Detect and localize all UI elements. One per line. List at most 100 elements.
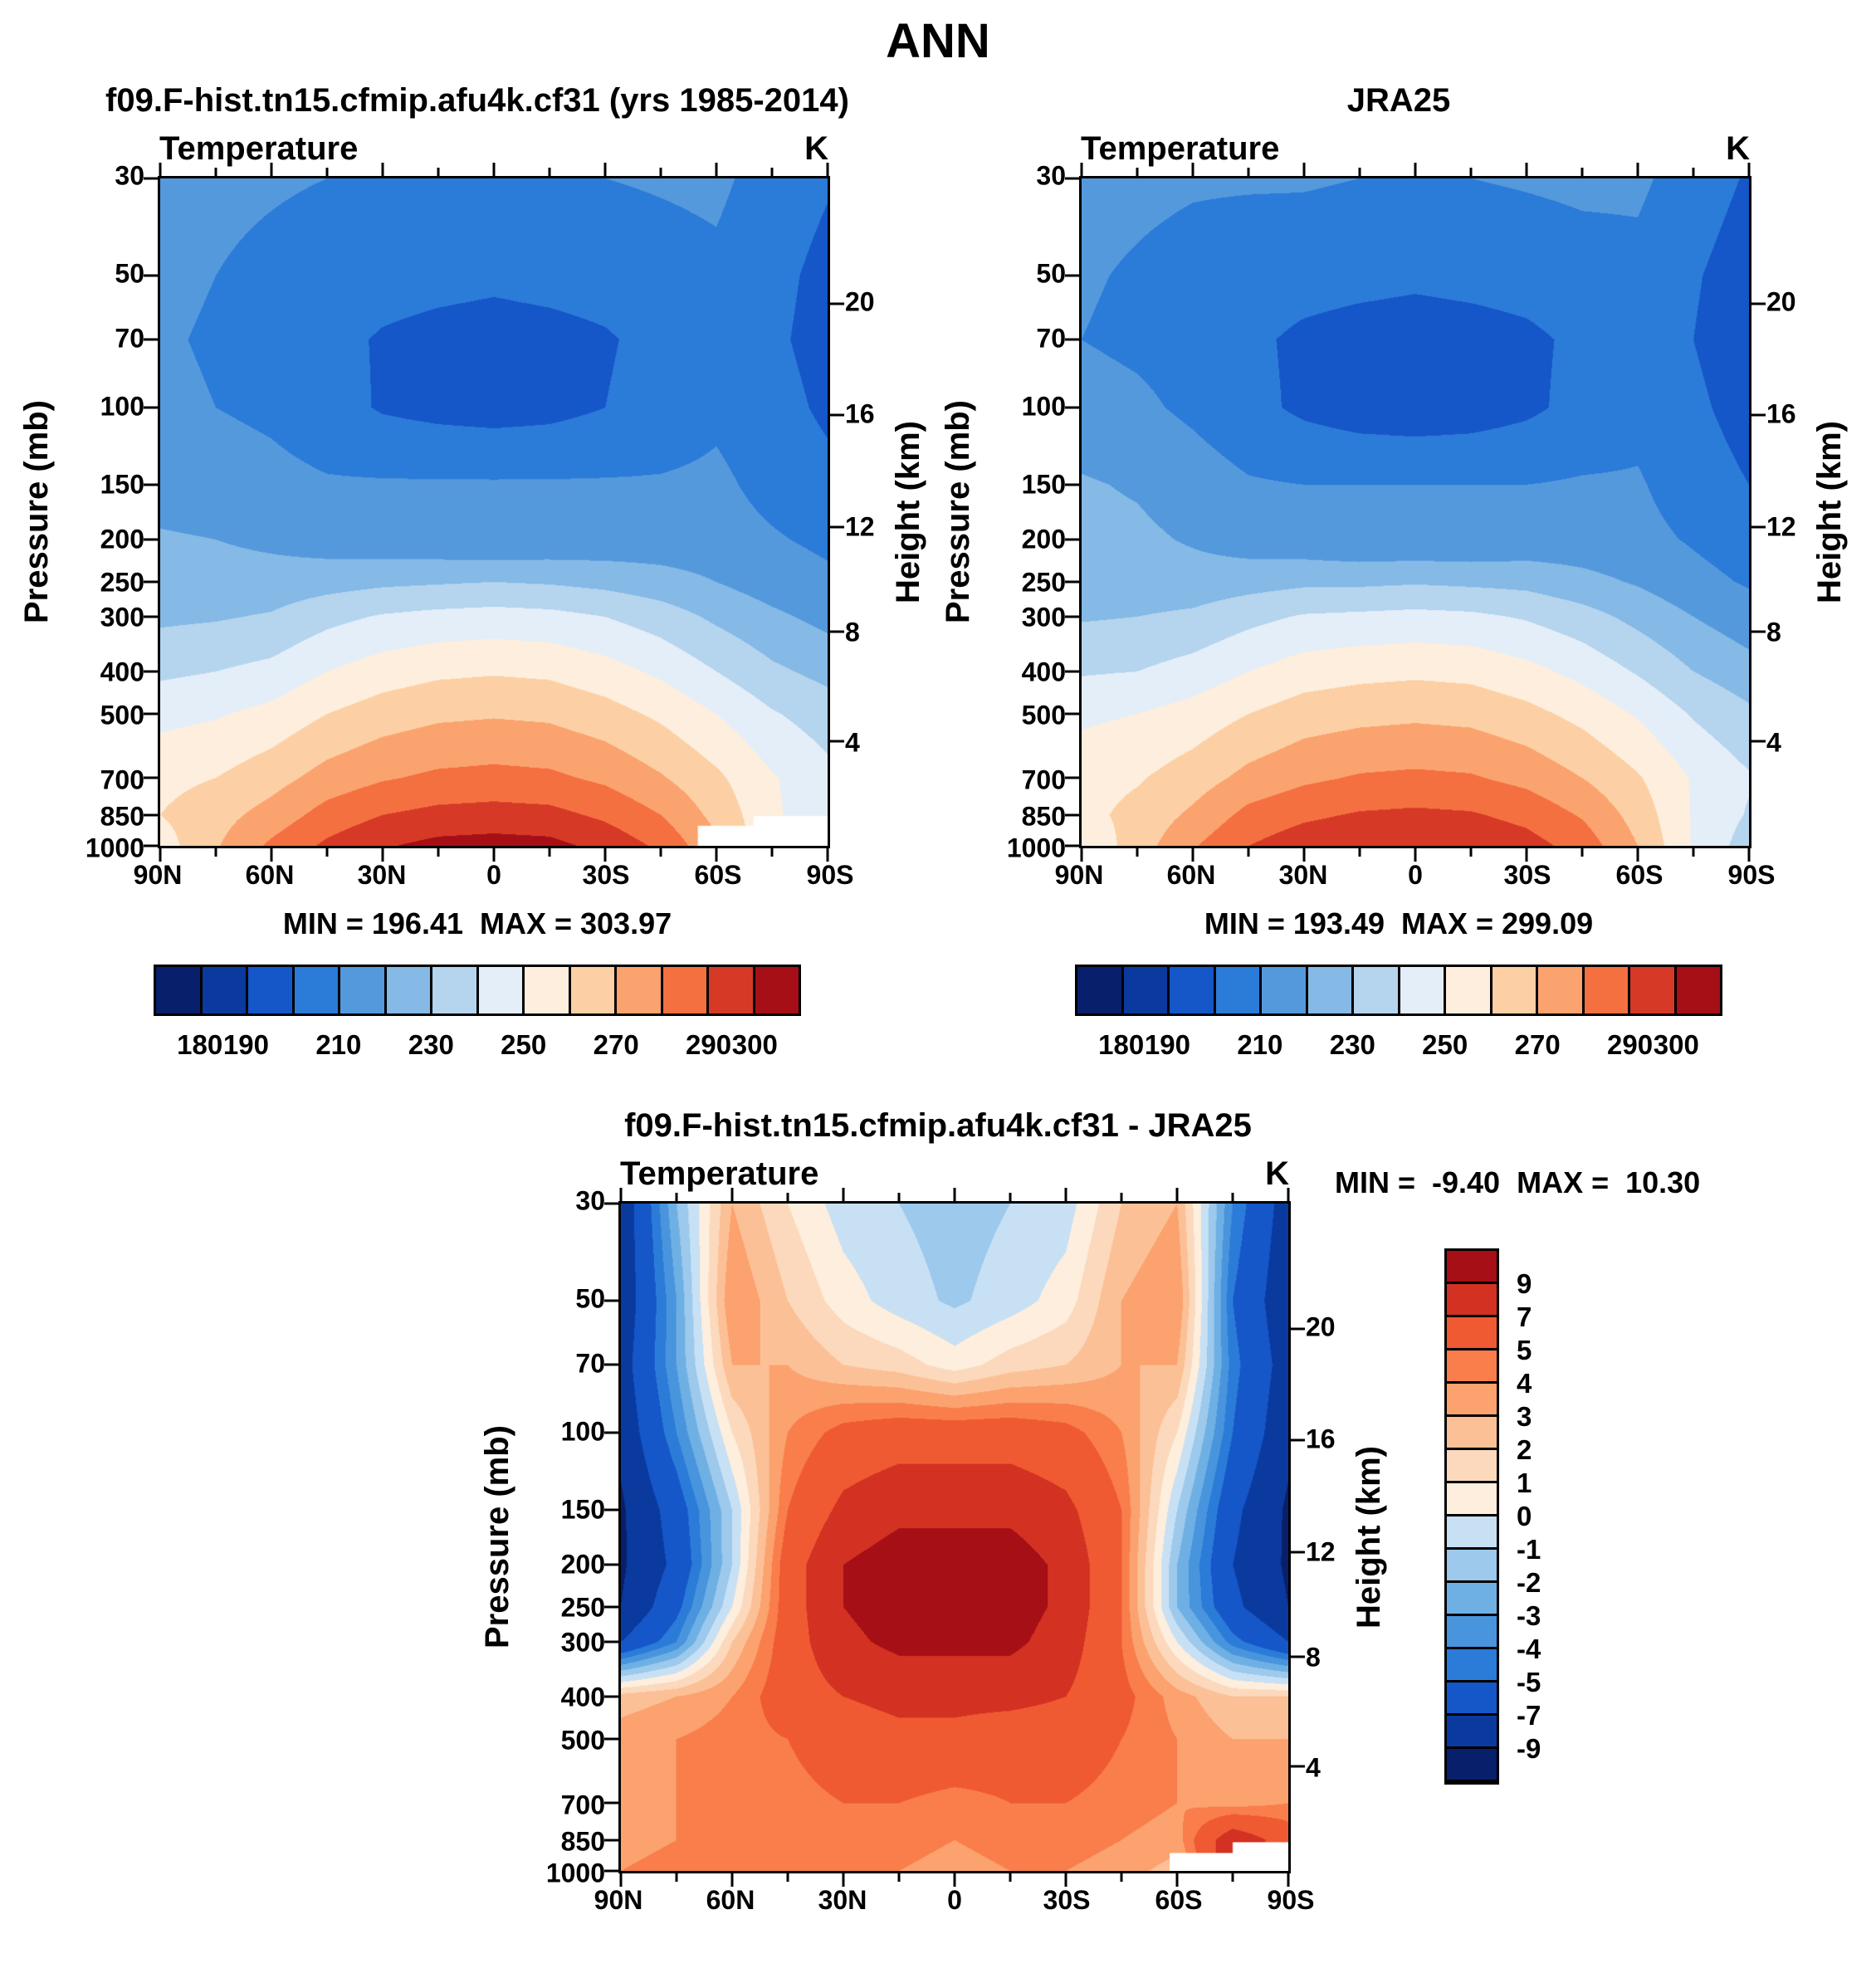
- pressure-tick-label: 700: [560, 1790, 605, 1820]
- colorbar-tick-label: 3: [1517, 1401, 1532, 1432]
- panel-title: f09.F-hist.tn15.cfmip.afu4k.cf31 - JRA25: [624, 1107, 1252, 1144]
- colorbar-cell: [1447, 1417, 1497, 1450]
- axis-tick: [826, 848, 829, 862]
- pressure-axis-title: Pressure (mb): [940, 400, 976, 624]
- pressure-tick-label: 400: [1021, 657, 1066, 687]
- pressure-tick-label: 150: [560, 1494, 605, 1525]
- pressure-tick-label: 70: [1036, 323, 1066, 354]
- axis-tick: [1291, 1655, 1305, 1658]
- colorbar-tick-label: 4: [1517, 1368, 1532, 1399]
- axis-tick: [604, 1299, 618, 1302]
- axis-tick: [1291, 1551, 1305, 1554]
- pressure-tick-label: 250: [1021, 567, 1066, 598]
- plot-layout: Pressure (mb) 30 50 70 100 150 200 250 300 400 50…: [18, 128, 936, 896]
- colorbar-cell: [662, 967, 709, 1013]
- axis-tick: [730, 1873, 734, 1887]
- pressure-axis-title: Pressure (mb): [18, 400, 55, 624]
- pressure-tick-label: 850: [560, 1826, 605, 1857]
- axis-tick: [659, 168, 662, 176]
- axis-tick: [897, 1193, 901, 1201]
- latitude-tick-label: 30N: [818, 1885, 867, 1915]
- colorbar-cell: [340, 967, 387, 1013]
- pressure-axis-title: Pressure (mb): [479, 1425, 515, 1649]
- axis-tick: [159, 163, 162, 176]
- axis-tick: [1065, 776, 1079, 779]
- axis-tick: [1065, 615, 1079, 618]
- axis-tick: [1175, 1188, 1179, 1201]
- latitude-tick-label: 30S: [582, 860, 630, 890]
- height-tick-label: 12: [1306, 1536, 1336, 1567]
- axis-tick: [1414, 848, 1417, 862]
- axis-tick: [1291, 1327, 1305, 1331]
- pressure-tick-label: 70: [575, 1348, 605, 1379]
- axis-tick: [437, 168, 440, 176]
- height-tick-labels: 20 16 12 8 4: [1291, 1201, 1351, 1873]
- height-axis-title: Height (km): [1811, 421, 1848, 603]
- axis-tick: [1469, 168, 1473, 176]
- height-tick-label: 8: [1766, 617, 1781, 647]
- colorbar-cell: [1447, 1550, 1497, 1583]
- plot-layout: Pressure (mb) 30 50 70 100 150 200 250 300 400 50…: [940, 128, 1858, 896]
- axis-tick: [325, 168, 329, 176]
- axis-tick: [604, 1508, 618, 1512]
- axis-tick: [1065, 844, 1079, 847]
- axis-tick: [604, 1839, 618, 1842]
- axis-tick: [604, 1563, 618, 1566]
- axis-tick: [830, 525, 844, 529]
- axis-tick: [492, 848, 496, 862]
- colorbar-tick-label: 180: [177, 1029, 223, 1060]
- pressure-tick-label: 250: [100, 567, 144, 598]
- colorbar-tick-label: 210: [315, 1029, 362, 1060]
- axis-tick: [1291, 1765, 1305, 1768]
- latitude-tick-label: 60S: [1155, 1885, 1203, 1915]
- height-tick-label: 8: [845, 617, 860, 647]
- axis-tick: [144, 813, 158, 817]
- colorbar-tick-label: 300: [1653, 1029, 1699, 1060]
- colorbar-cell: [1492, 967, 1538, 1013]
- minmax-stats: MIN = 193.49 MAX = 299.09: [1204, 906, 1594, 940]
- axis-tick: [1175, 1873, 1179, 1887]
- top-panel-row: f09.F-hist.tn15.cfmip.afu4k.cf31 (yrs 19…: [0, 77, 1876, 1074]
- axis-tick: [953, 1188, 956, 1201]
- axis-tick: [897, 1873, 901, 1882]
- axis-tick: [1247, 848, 1250, 857]
- field-label: Temperature: [1081, 130, 1280, 167]
- axis-tick: [730, 1188, 734, 1201]
- axis-tick: [604, 1431, 618, 1434]
- latitude-tick-label: 60N: [706, 1885, 755, 1915]
- axis-tick: [1302, 163, 1306, 176]
- axis-tick: [1191, 848, 1194, 862]
- colorbar-cell: [1262, 967, 1308, 1013]
- axis-tick: [381, 163, 384, 176]
- axis-tick: [144, 844, 158, 847]
- axis-tick: [1751, 525, 1766, 529]
- latitude-tick-label: 30S: [1503, 860, 1551, 890]
- pressure-tick-label: 300: [100, 602, 144, 632]
- axis-tick: [1136, 848, 1139, 857]
- axis-tick: [159, 848, 162, 862]
- pressure-tick-label: 300: [1021, 602, 1066, 632]
- axis-tick: [1009, 1193, 1012, 1201]
- colorbar-tick-label: 1: [1517, 1468, 1532, 1498]
- height-tick-label: 20: [1766, 286, 1796, 317]
- axis-tick: [1080, 163, 1083, 176]
- height-tick-label: 8: [1306, 1642, 1321, 1673]
- colorbar-cell: [1123, 967, 1170, 1013]
- bottom-panel-row: f09.F-hist.tn15.cfmip.afu4k.cf31 - JRA25…: [0, 1102, 1876, 1922]
- colorbar-tick-label: 190: [222, 1029, 269, 1060]
- axis-tick: [604, 1640, 618, 1643]
- axis-tick: [548, 168, 551, 176]
- colorbar-tick-label: 300: [731, 1029, 778, 1060]
- latitude-tick-labels: 90N 60N 30N 0 30S 60S 90S: [134, 848, 854, 896]
- latitude-tick-label: 60N: [245, 860, 295, 890]
- axis-tick: [604, 1605, 618, 1609]
- colorbar-tick-label: -9: [1517, 1733, 1541, 1764]
- axis-tick: [770, 168, 774, 176]
- axis-tick: [1692, 168, 1695, 176]
- axis-tick: [1358, 848, 1361, 857]
- axis-tick: [770, 848, 774, 857]
- contour-field-canvas: [621, 1204, 1288, 1871]
- axis-tick: [1636, 848, 1639, 862]
- pressure-tick-labels: 30 50 70 100 150 200 250 300 400 500 700 850 1000: [65, 161, 158, 863]
- colorbar-tick-label: 190: [1144, 1029, 1190, 1060]
